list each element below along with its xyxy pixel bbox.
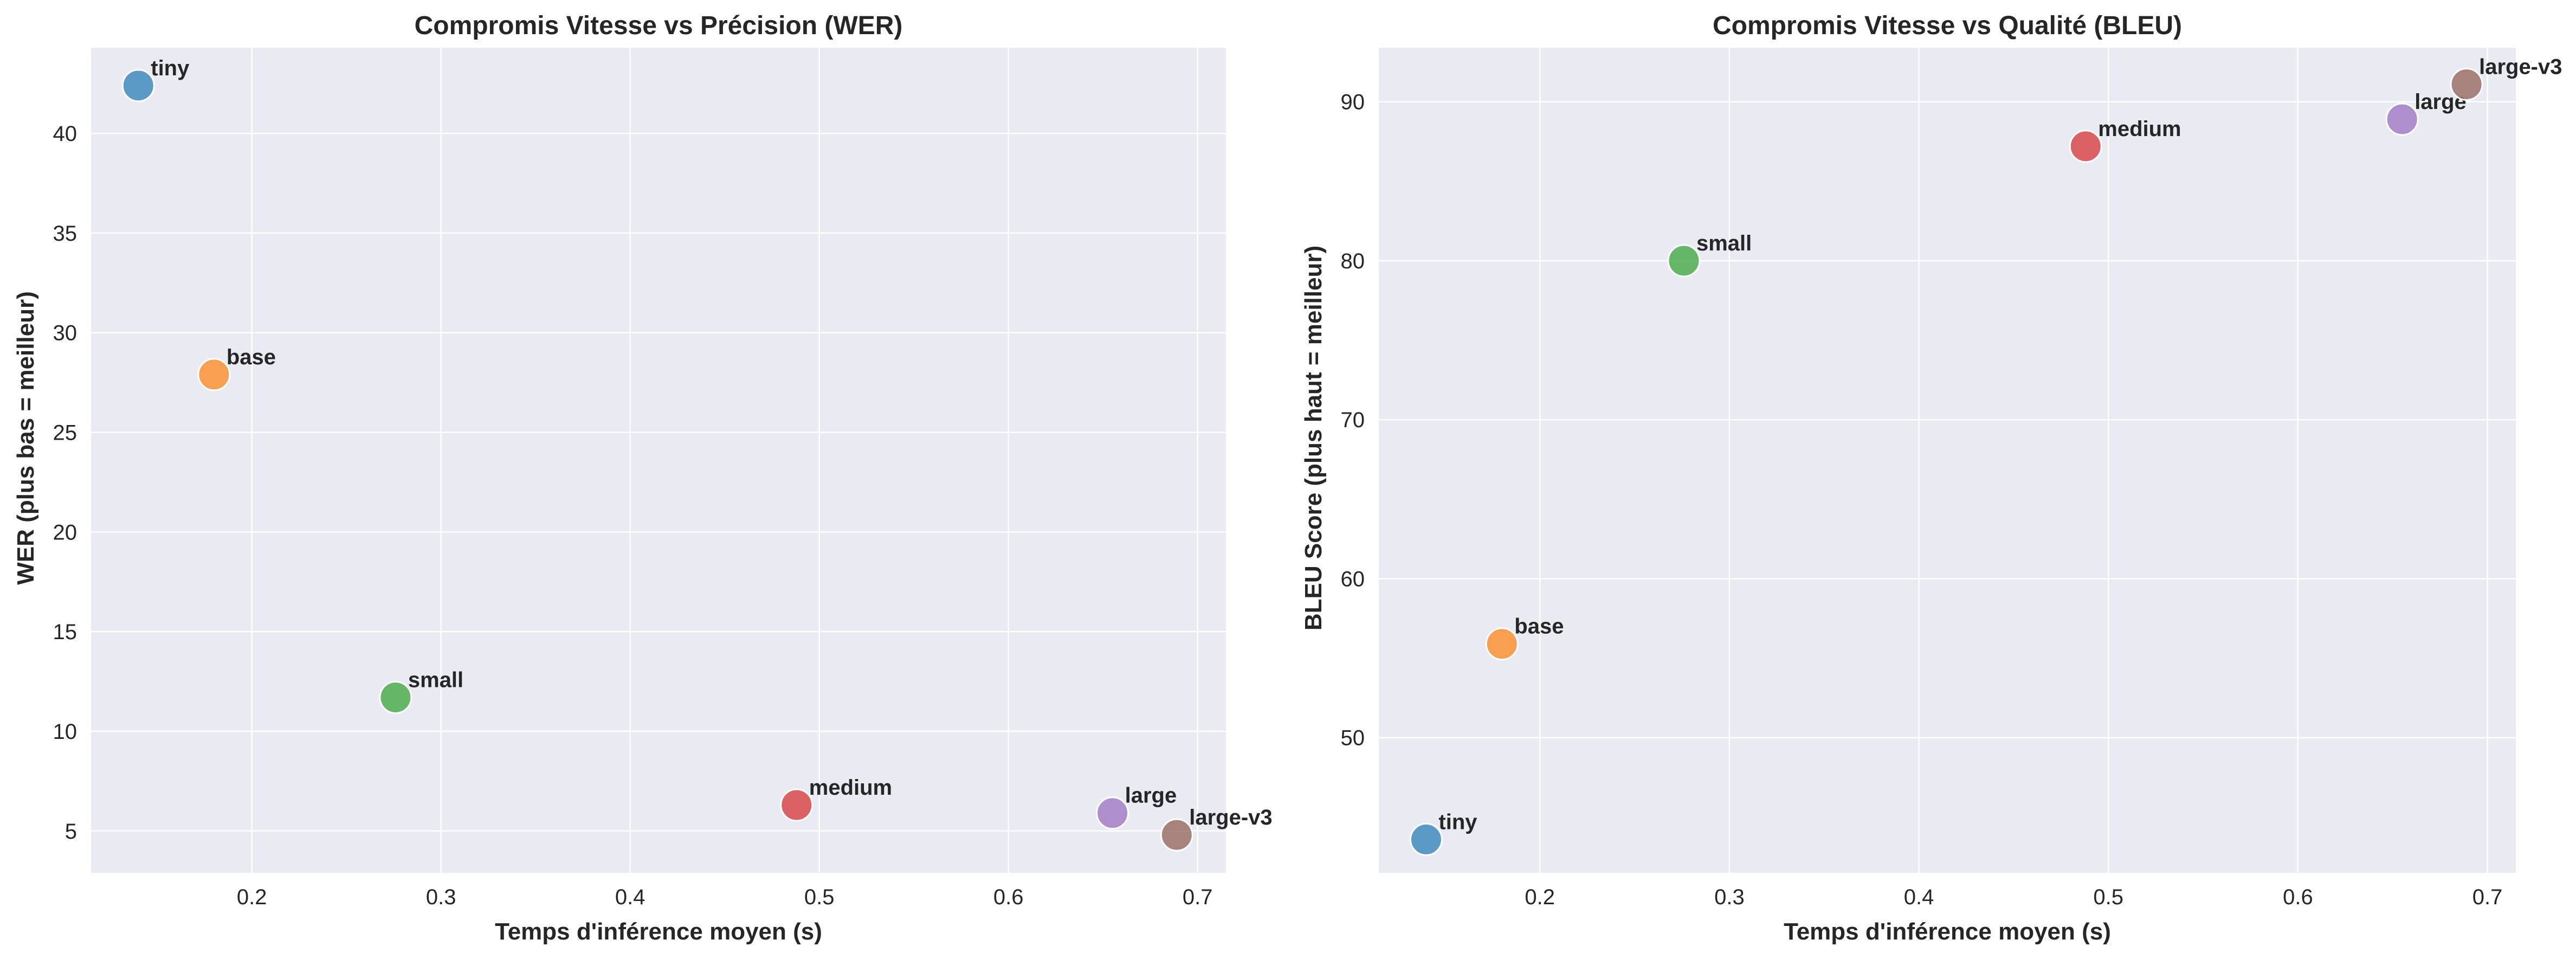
y-tick-label: 5 — [65, 820, 77, 844]
scatter-point-tiny — [1409, 822, 1443, 856]
scatter-point-small — [379, 680, 412, 714]
x-tick-label: 0.3 — [426, 885, 456, 909]
scatter-point-medium — [780, 788, 814, 822]
x-tick-label: 0.6 — [993, 885, 1024, 909]
x-tick-label: 0.3 — [1714, 885, 1745, 909]
y-tick-label: 70 — [1341, 408, 1365, 432]
y-tick-label: 60 — [1341, 567, 1365, 591]
point-label-small: small — [408, 668, 463, 692]
scatter-point-tiny — [121, 69, 155, 102]
grid — [1379, 48, 2516, 873]
x-ticks: 0.2 0.3 0.4 0.5 0.6 0.7 — [1525, 885, 2502, 909]
x-tick-label: 0.5 — [2093, 885, 2123, 909]
point-label-base: base — [227, 345, 276, 369]
y-axis-label: BLEU Score (plus haut = meilleur) — [1300, 246, 1327, 630]
x-tick-label: 0.2 — [237, 885, 267, 909]
y-tick-label: 25 — [53, 421, 78, 445]
point-label-tiny: tiny — [1438, 810, 1477, 834]
y-tick-label: 15 — [53, 620, 78, 644]
x-ticks: 0.2 0.3 0.4 0.5 0.6 0.7 — [237, 885, 1213, 909]
point-label-medium: medium — [809, 776, 892, 800]
point-label-small: small — [1696, 231, 1752, 255]
chart-title: Compromis Vitesse vs Qualité (BLEU) — [1713, 11, 2182, 40]
y-tick-label: 20 — [53, 520, 78, 544]
scatter-point-small — [1667, 244, 1701, 278]
scatter-point-base — [197, 358, 231, 391]
y-ticks: 50 60 70 80 90 — [1341, 91, 1365, 750]
point-label-base: base — [1514, 615, 1564, 639]
scatter-point-large-v3 — [1160, 818, 1193, 852]
x-tick-label: 0.2 — [1525, 885, 1555, 909]
scatter-point-large — [1096, 796, 1129, 830]
data-points: tiny base small medium large large-v3 — [121, 56, 1273, 852]
y-tick-label: 35 — [53, 222, 78, 246]
scatter-point-medium — [2069, 130, 2102, 163]
bleu-scatter-chart: Compromis Vitesse vs Qualité (BLEU) Temp… — [1300, 11, 2562, 945]
point-label-large-v3: large-v3 — [1189, 806, 1272, 829]
chart-title: Compromis Vitesse vs Précision (WER) — [415, 11, 903, 40]
x-tick-label: 0.6 — [2283, 885, 2313, 909]
x-tick-label: 0.7 — [1183, 885, 1213, 909]
scatter-point-large-v3 — [2450, 67, 2483, 101]
x-tick-label: 0.7 — [2472, 885, 2503, 909]
wer-scatter-chart: Compromis Vitesse vs Précision (WER) Tem… — [12, 11, 1273, 945]
plot-area — [91, 48, 1226, 873]
x-tick-label: 0.4 — [615, 885, 645, 909]
y-tick-label: 30 — [53, 321, 78, 345]
plot-area — [1379, 48, 2516, 873]
grid — [91, 48, 1226, 873]
point-label-large: large — [1125, 784, 1177, 808]
scatter-point-large — [2385, 102, 2419, 136]
y-tick-label: 90 — [1341, 91, 1365, 114]
x-axis-label: Temps d'inférence moyen (s) — [495, 918, 822, 945]
x-tick-label: 0.4 — [1904, 885, 1934, 909]
y-tick-label: 80 — [1341, 249, 1365, 273]
x-tick-label: 0.5 — [804, 885, 835, 909]
y-axis-label: WER (plus bas = meilleur) — [12, 291, 39, 585]
y-tick-label: 40 — [53, 122, 78, 146]
y-tick-label: 10 — [53, 720, 78, 744]
scatter-point-base — [1485, 627, 1519, 661]
x-axis-label: Temps d'inférence moyen (s) — [1784, 918, 2111, 945]
point-label-tiny: tiny — [151, 56, 190, 80]
y-tick-label: 50 — [1341, 726, 1365, 750]
y-ticks: 5 10 15 20 25 30 35 40 — [53, 122, 78, 844]
point-label-medium: medium — [2098, 117, 2181, 141]
point-label-large-v3: large-v3 — [2479, 55, 2562, 79]
